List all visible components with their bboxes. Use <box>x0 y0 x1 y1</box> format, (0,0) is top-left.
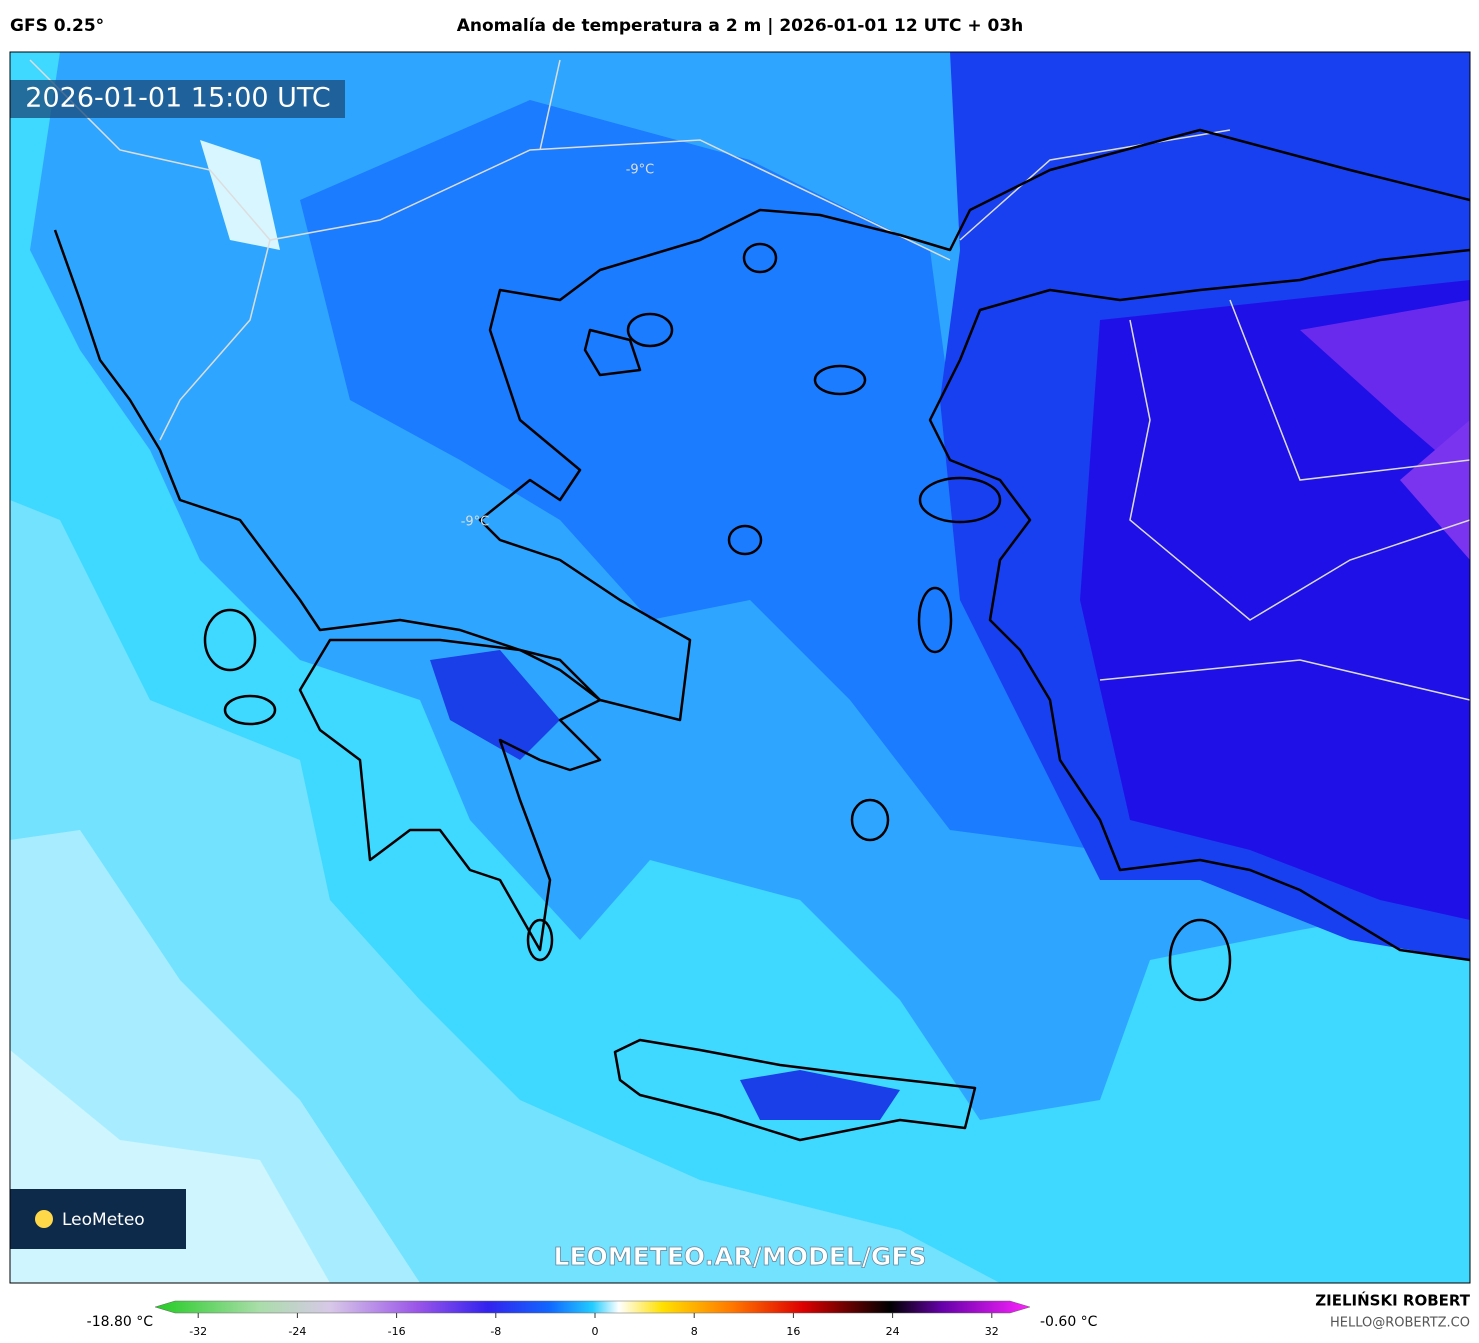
island <box>917 586 953 654</box>
valid-time: 2026-01-01 15:00 UTC <box>25 83 330 114</box>
anomaly-area <box>1400 420 1470 560</box>
island <box>850 798 890 842</box>
colorbar-tick-label: 8 <box>691 1325 698 1338</box>
colorbar-tick-label: 32 <box>985 1325 999 1338</box>
map: -9°C -9°C 2026-01-01 15:00 UTC LeoMeteo … <box>10 52 1470 1283</box>
island <box>626 312 674 348</box>
island <box>583 328 642 377</box>
anomaly-area <box>200 140 280 250</box>
coastline <box>53 128 1470 722</box>
watermark: LEOMETEO.AR/MODEL/GFS <box>554 1242 927 1271</box>
title: Anomalía de temperatura a 2 m | 2026-01-… <box>457 16 1024 36</box>
island <box>727 524 763 556</box>
island <box>1168 918 1232 1002</box>
island <box>813 364 867 396</box>
anomaly-area <box>430 650 560 760</box>
model: GFS 0.25° <box>10 16 104 36</box>
colorbar-tick-label: 16 <box>786 1325 800 1338</box>
author: ZIELIŃSKI ROBERT <box>1315 1291 1470 1310</box>
island <box>918 476 1002 524</box>
colorbar <box>154 1300 1031 1314</box>
coastline <box>298 638 602 952</box>
colorbar-tick-label: -8 <box>490 1325 501 1338</box>
colorbar-tick-label: -16 <box>388 1325 406 1338</box>
border <box>29 59 1470 701</box>
anomaly-area <box>740 1070 900 1120</box>
map-frame <box>9 51 1471 1284</box>
logo-sun <box>35 1210 53 1228</box>
anomaly-area <box>1300 300 1470 480</box>
colorbar-ticks: -32 -24 -16 -8 0 8 16 24 32 <box>189 1313 999 1338</box>
colorbar-tick-label: 0 <box>592 1325 599 1338</box>
logo: LeoMeteo <box>62 1210 145 1230</box>
contact: HELLO@ROBERTZ.CO <box>1330 1316 1470 1331</box>
anomaly-area <box>300 100 1100 850</box>
island <box>526 918 554 962</box>
island <box>223 694 277 726</box>
island <box>742 242 778 274</box>
crete <box>613 1038 977 1142</box>
colorbar-tick-label: -24 <box>288 1325 306 1338</box>
contour-label: -9°C <box>461 515 490 530</box>
anomaly-area <box>1080 280 1470 920</box>
colorbar-max: -0.60 °C <box>1040 1314 1098 1330</box>
colorbar-tick-label: 24 <box>886 1325 900 1338</box>
contour-label: -9°C <box>626 163 655 178</box>
island <box>203 608 257 672</box>
time-box <box>10 80 345 118</box>
colorbar-min: -18.80 °C <box>87 1314 154 1330</box>
colorbar-tick-label: -32 <box>189 1325 207 1338</box>
coastline <box>928 248 1470 962</box>
